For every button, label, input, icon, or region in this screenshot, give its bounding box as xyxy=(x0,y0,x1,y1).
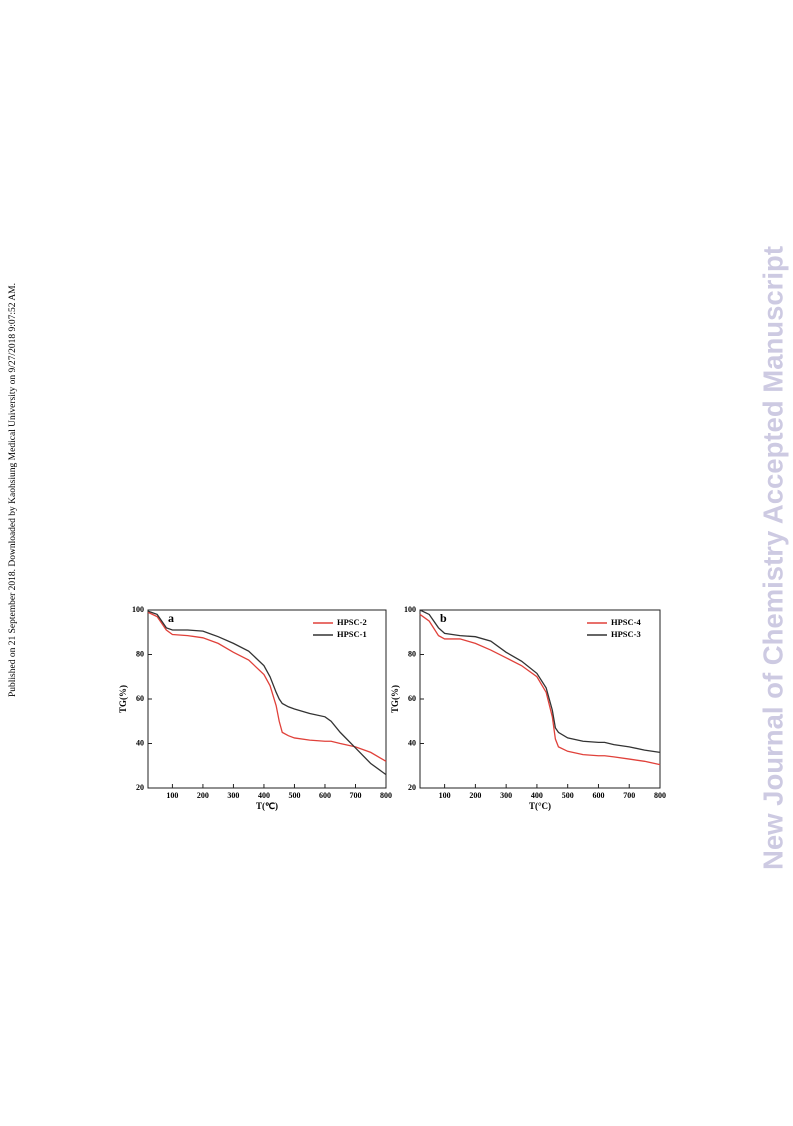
x-tick-label: 700 xyxy=(623,791,635,800)
legend-label: HPSC-2 xyxy=(337,617,367,627)
y-tick-label: 60 xyxy=(136,694,144,703)
legend-label: HPSC-1 xyxy=(337,629,367,639)
x-tick-label: 600 xyxy=(319,791,331,800)
x-tick-label: 600 xyxy=(592,791,604,800)
x-tick-label: 700 xyxy=(349,791,361,800)
series-line xyxy=(419,609,661,754)
legend-label: HPSC-3 xyxy=(611,629,641,639)
panel-label: a xyxy=(168,611,174,625)
y-tick-label: 40 xyxy=(408,738,416,747)
x-tick-label: 300 xyxy=(500,791,512,800)
x-tick-label: 400 xyxy=(531,791,543,800)
chart: 20 40 60 80 100 100 200 300 400 500 600 700 800 T(°C)… xyxy=(390,605,666,811)
download-notice: Published on 21 September 2018. Download… xyxy=(8,283,18,697)
x-tick-label: 800 xyxy=(380,791,392,800)
x-tick-label: 200 xyxy=(469,791,481,800)
series-line xyxy=(419,613,661,766)
x-tick-label: 500 xyxy=(562,791,574,800)
y-tick-label: 80 xyxy=(136,649,144,658)
series-line xyxy=(147,611,387,762)
y-tick-label: 80 xyxy=(408,649,416,658)
y-tick-label: 20 xyxy=(408,783,416,792)
x-tick-label: 100 xyxy=(439,791,451,800)
x-axis-title: T(°C) xyxy=(529,801,551,811)
y-tick-label: 60 xyxy=(408,694,416,703)
x-tick-label: 400 xyxy=(258,791,270,800)
series-line xyxy=(147,610,387,776)
y-tick-label: 40 xyxy=(136,738,144,747)
x-tick-label: 100 xyxy=(166,791,178,800)
legend-label: HPSC-4 xyxy=(611,617,642,627)
y-axis-title: TG(%) xyxy=(118,685,128,713)
x-tick-label: 800 xyxy=(654,791,666,800)
x-axis-title: T(℃) xyxy=(256,801,278,811)
y-tick-label: 20 xyxy=(136,783,144,792)
panel-label: b xyxy=(440,611,447,625)
x-tick-label: 300 xyxy=(227,791,239,800)
journal-watermark: New Journal of Chemistry Accepted Manusc… xyxy=(757,246,788,870)
chart: 20 40 60 80 100 100 200 300 400 500 600 700 800 T(℃) T… xyxy=(118,605,392,811)
y-axis-title: TG(%) xyxy=(390,685,400,713)
y-tick-label: 100 xyxy=(404,605,416,614)
y-tick-label: 100 xyxy=(132,605,144,614)
x-tick-label: 200 xyxy=(197,791,209,800)
x-tick-label: 500 xyxy=(288,791,300,800)
